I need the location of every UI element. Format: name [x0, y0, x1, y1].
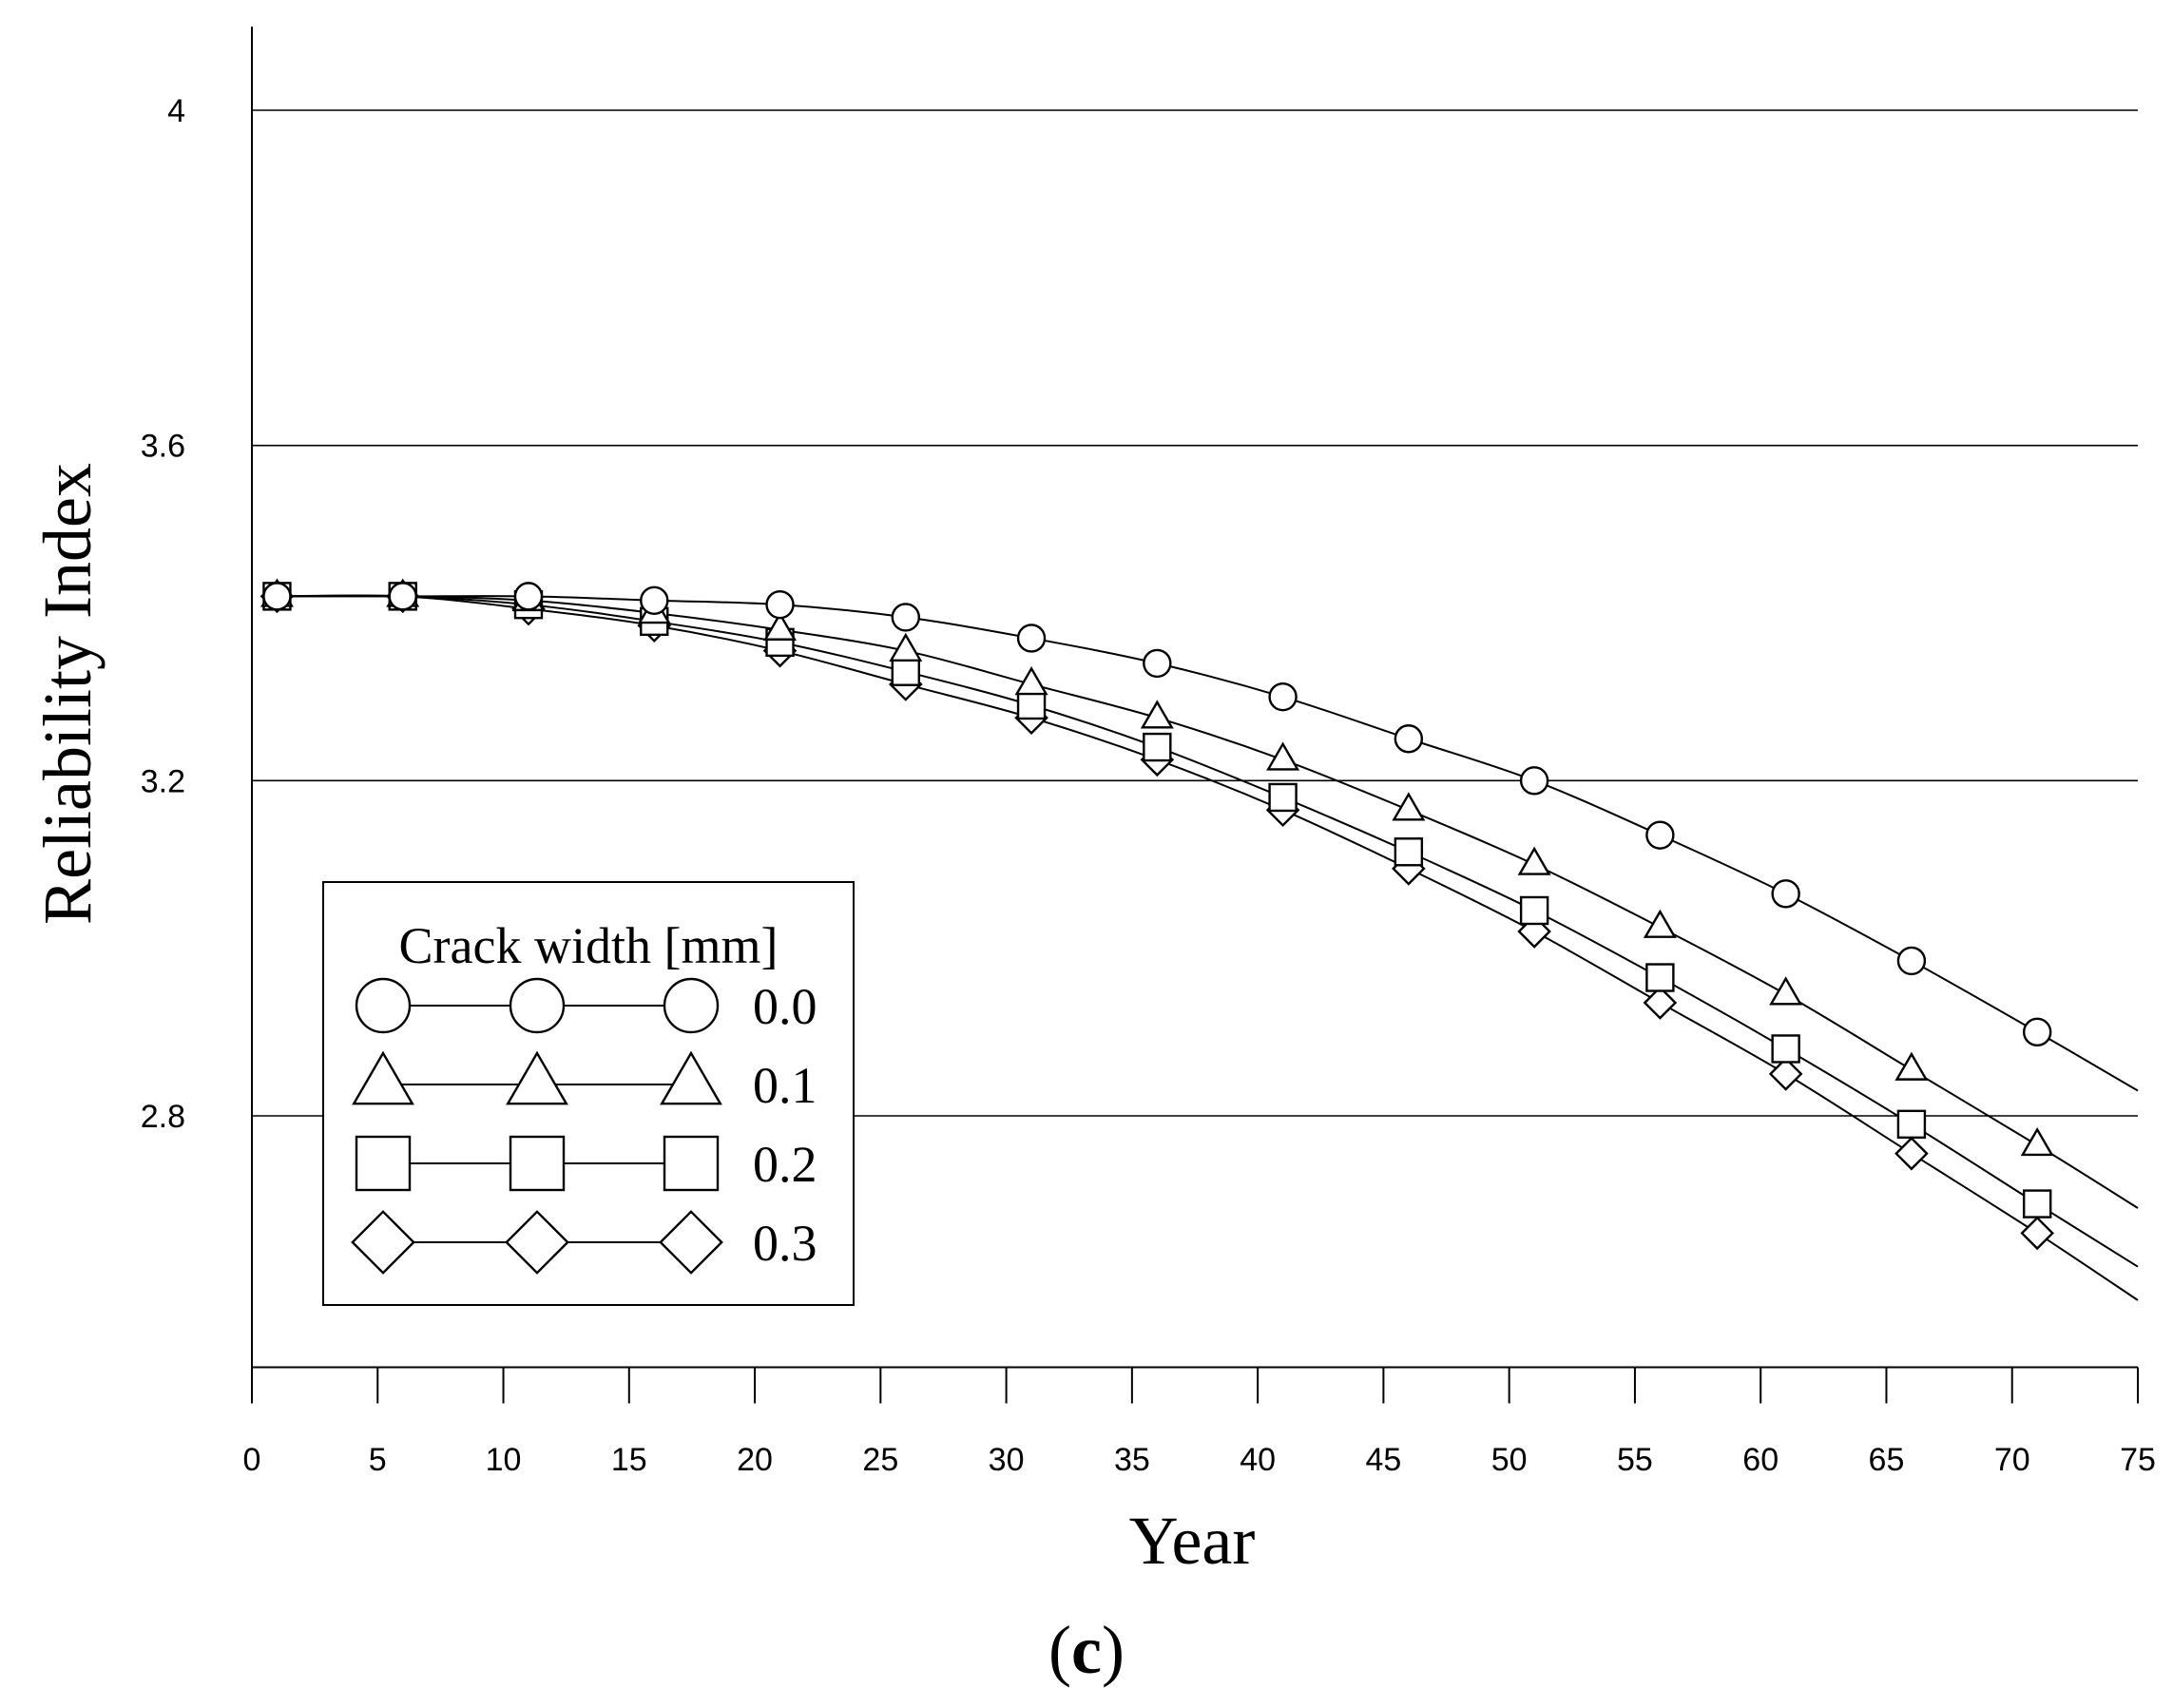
legend-marker-diamond	[659, 1210, 723, 1275]
data-point-square	[1394, 837, 1424, 867]
y-tick-label: 2.8	[141, 1099, 185, 1135]
data-point-circle	[1771, 879, 1800, 909]
data-point-triangle	[763, 611, 798, 641]
series-markers	[260, 578, 2054, 1251]
x-tick-label: 0	[243, 1442, 261, 1478]
data-point-circle	[513, 582, 544, 611]
x-tick-label: 75	[2120, 1442, 2156, 1478]
legend-title: Crack width [mm]	[399, 917, 779, 974]
data-point-square	[1645, 963, 1675, 992]
x-tick-label: 10	[486, 1442, 522, 1478]
legend-marker-triangle	[352, 1050, 414, 1105]
legend-label-0.0: 0.0	[753, 978, 817, 1035]
data-point-square	[2022, 1189, 2052, 1219]
data-point-circle	[1394, 724, 1424, 754]
x-tick-label: 70	[1994, 1442, 2030, 1478]
data-point-circle	[640, 585, 669, 615]
data-point-circle	[1645, 820, 1675, 850]
panel-label: (c)	[1048, 1612, 1125, 1688]
data-point-circle	[388, 582, 417, 611]
legend-marker-triangle	[506, 1050, 568, 1105]
data-point-circle	[2022, 1017, 2052, 1047]
data-point-triangle	[1769, 976, 1803, 1006]
data-point-circle	[1519, 766, 1549, 796]
series-line-0.0	[277, 595, 2139, 1092]
series-curves	[277, 594, 2139, 1301]
legend: Crack width [mm]0.0 0.1 0.2 0.3	[322, 881, 855, 1306]
x-tick-label: 25	[862, 1442, 898, 1478]
x-tick-label: 35	[1114, 1442, 1150, 1478]
x-tick-label: 45	[1365, 1442, 1401, 1478]
data-point-triangle	[1140, 700, 1174, 729]
series-line-0.2	[277, 594, 2139, 1268]
axes: 2.83.23.640 5 10 15 20 25 30 35 40 45 50 55 60 65 70 75	[141, 27, 2156, 1478]
panel-label-close: )	[1102, 1612, 1125, 1688]
x-tick-label: 40	[1240, 1442, 1276, 1478]
data-point-triangle	[1517, 846, 1551, 875]
legend-label-0.1: 0.1	[753, 1057, 817, 1114]
y-axis-title: Reliability Index	[29, 463, 106, 925]
data-point-circle	[262, 582, 292, 611]
x-tick-label: 5	[369, 1442, 387, 1478]
data-point-circle	[1268, 681, 1298, 712]
data-point-square	[1771, 1034, 1800, 1064]
data-point-triangle	[1392, 792, 1426, 821]
data-point-square	[1016, 690, 1047, 720]
data-point-triangle	[1014, 666, 1048, 696]
x-tick-label: 65	[1869, 1442, 1905, 1478]
x-tick-label: 55	[1617, 1442, 1653, 1478]
legend-marker-square	[509, 1135, 566, 1192]
data-point-circle	[1896, 946, 1927, 976]
data-point-circle	[765, 589, 795, 620]
x-tick-label: 50	[1491, 1442, 1528, 1478]
data-point-triangle	[2020, 1126, 2054, 1157]
x-tick-label: 15	[611, 1442, 647, 1478]
legend-marker-square	[355, 1135, 412, 1192]
legend-marker-circle	[663, 977, 720, 1034]
legend-marker-triangle	[660, 1050, 722, 1105]
legend-box	[322, 881, 855, 1306]
y-tick-label: 3.2	[141, 763, 185, 799]
data-point-square	[891, 657, 920, 686]
data-point-triangle	[1266, 741, 1300, 771]
data-point-circle	[1016, 624, 1047, 653]
y-tick-label: 3.6	[141, 429, 185, 465]
legend-label-0.3: 0.3	[753, 1215, 817, 1272]
legend-marker-circle	[355, 977, 412, 1034]
x-tick-label: 20	[737, 1442, 773, 1478]
series-line-0.1	[277, 595, 2139, 1209]
legend-marker-diamond	[505, 1210, 569, 1275]
legend-marker-square	[663, 1135, 720, 1192]
x-tick-label: 30	[989, 1442, 1025, 1478]
legend-label-0.2: 0.2	[753, 1136, 817, 1193]
panel-label-open: (	[1048, 1612, 1071, 1688]
data-point-diamond	[1643, 986, 1678, 1020]
data-point-triangle	[1643, 909, 1677, 938]
x-tick-label: 60	[1742, 1442, 1779, 1478]
data-point-square	[1143, 732, 1172, 762]
x-axis-title: Year	[1129, 1503, 1256, 1579]
legend-marker-circle	[509, 977, 566, 1034]
series-line-0.3	[277, 594, 2139, 1301]
data-point-triangle	[889, 632, 923, 662]
data-point-square	[1268, 782, 1298, 813]
data-point-triangle	[1894, 1051, 1929, 1081]
data-point-square	[1519, 895, 1549, 926]
data-point-diamond	[1768, 1057, 1803, 1091]
data-point-diamond	[1894, 1136, 1929, 1171]
grid-lines	[252, 109, 2138, 1117]
data-point-circle	[1143, 648, 1172, 679]
panel-label-letter: c	[1071, 1612, 1102, 1688]
data-point-circle	[891, 603, 920, 632]
legend-marker-diamond	[351, 1210, 415, 1275]
data-point-diamond	[2020, 1216, 2054, 1251]
y-tick-label: 4	[167, 93, 185, 129]
data-point-square	[1896, 1109, 1927, 1140]
